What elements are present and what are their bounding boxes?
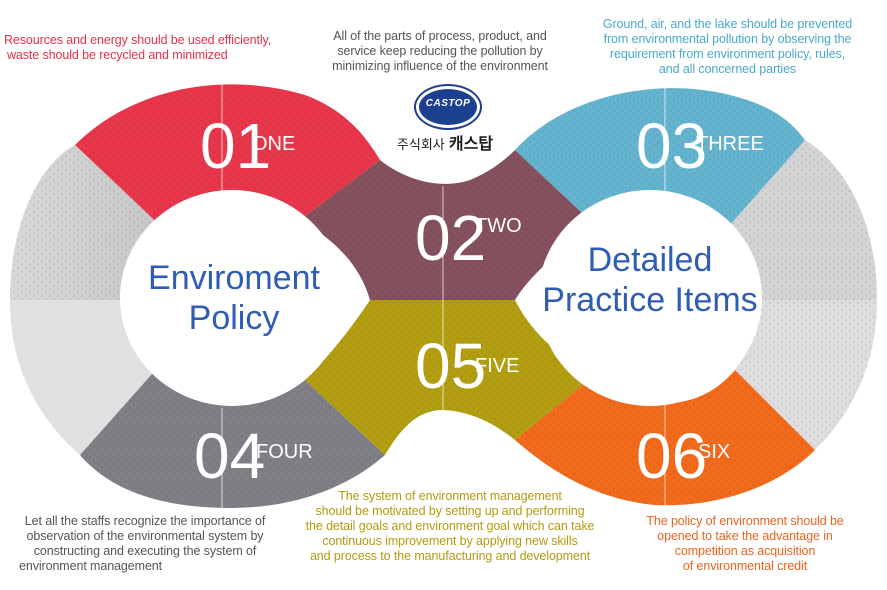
note-05-line: The system of environment management [338, 489, 562, 503]
note-01: Resources and energy should be used effi… [4, 33, 304, 63]
segment-02-number: 02 [415, 202, 486, 274]
right-title-line2: Practice Items [542, 281, 758, 319]
note-02-line: minimizing influence of the environment [332, 59, 548, 73]
note-03-line: requirement from environment policy, rul… [609, 47, 846, 61]
logo-company-prefix: 주식회사 [396, 138, 445, 153]
note-05-line: and process to the manufacturing and dev… [309, 549, 591, 563]
segment-06-word: SIX [698, 441, 730, 463]
note-04-line: Let all the staffs recognize the importa… [24, 514, 266, 528]
logo-company-name: 캐스탑 [448, 134, 494, 153]
left-hole [120, 190, 344, 406]
segment-01-number: 01 [200, 110, 271, 182]
left-center-title: Enviroment Policy [122, 258, 346, 338]
segment-05-word: FIVE [475, 355, 519, 377]
segment-04-number: 04 [194, 420, 265, 492]
segment-03-number: 03 [636, 110, 707, 182]
segment-01-word: ONE [252, 133, 295, 155]
note-01-line: Resources and energy should be used effi… [4, 33, 272, 47]
note-04-line: observation of the environmental system … [26, 529, 264, 543]
segment-05-number: 05 [415, 330, 486, 402]
note-05: The system of environment management sho… [285, 489, 615, 564]
note-04: Let all the staffs recognize the importa… [5, 514, 285, 574]
note-06-line: competition as acquisition [674, 544, 816, 558]
note-01-line: waste should be recycled and minimized [7, 48, 228, 62]
note-06-line: of environmental credit [682, 559, 808, 573]
note-02-line: service keep reducing the pollution by [337, 44, 543, 58]
castop-logo-mark: CASTOP [416, 86, 480, 128]
note-06: The policy of environment should be open… [620, 514, 870, 574]
grey-left-lower [10, 300, 160, 455]
note-06-line: opened to take the advantage in [657, 529, 833, 543]
right-center-title: Detailed Practice Items [530, 240, 770, 320]
right-title-line1: Detailed [587, 241, 713, 279]
note-02-line: All of the parts of process, product, an… [333, 29, 547, 43]
note-06-line: The policy of environment should be [646, 514, 844, 528]
note-05-line: the detail goals and environment goal wh… [305, 519, 595, 533]
note-03-line: and all concerned parties [658, 62, 797, 76]
left-title-line1: Enviroment [148, 259, 320, 297]
note-03: Ground, air, and the lake should be prev… [575, 17, 880, 77]
logo-brand: CASTOP [425, 98, 471, 109]
segment-04-word: FOUR [256, 441, 313, 463]
segment-03-word: THREE [696, 133, 764, 155]
note-03-line: from environmental pollution by observin… [603, 32, 852, 46]
note-04-line: constructing and executing the system of [33, 544, 257, 558]
note-04-line: environment management [19, 559, 163, 573]
castop-logo: CASTOP 주식회사 캐스탑 [392, 86, 498, 156]
right-hole [538, 190, 762, 406]
note-05-line: continuous improvement by applying new s… [322, 534, 578, 548]
left-title-line2: Policy [188, 299, 280, 337]
note-05-line: should be motivated by setting up and pe… [315, 504, 585, 518]
segment-02-word: TWO [475, 215, 522, 237]
segment-06-number: 06 [636, 420, 707, 492]
note-02: All of the parts of process, product, an… [300, 29, 580, 74]
logo-company: 주식회사 캐스탑 [392, 130, 498, 154]
note-03-line: Ground, air, and the lake should be prev… [602, 17, 853, 31]
